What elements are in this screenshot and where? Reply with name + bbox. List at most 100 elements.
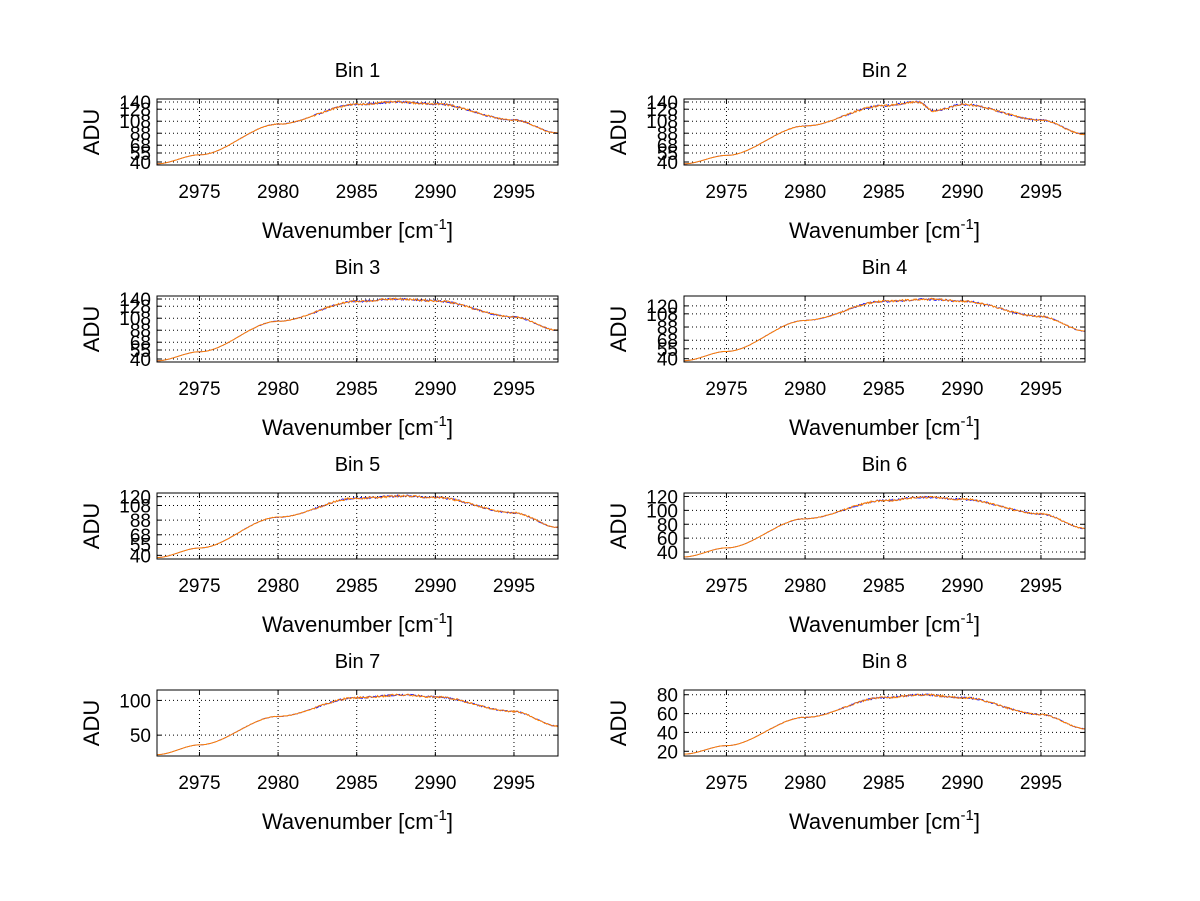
x-tick-label: 2995 — [493, 576, 535, 597]
x-axis-label: Wavenumber [cm-1] — [789, 413, 980, 440]
y-tick-label: 40 — [657, 723, 678, 744]
series-line-2 — [157, 297, 559, 362]
plot-frame — [683, 98, 1086, 166]
x-tick-label: 2990 — [414, 379, 456, 400]
x-tick-label: 2975 — [178, 773, 220, 794]
y-tick-label: 55 — [130, 341, 151, 362]
y-tick-label: 55 — [130, 144, 151, 165]
y-tick-label: 88 — [130, 321, 151, 342]
y-tick-label: 128 — [646, 100, 678, 121]
x-tick-label: 2990 — [941, 379, 983, 400]
series-line-2 — [684, 100, 1086, 165]
x-tick-label: 2985 — [336, 182, 378, 203]
y-tick-label: 60 — [657, 705, 678, 726]
x-tick-label: 2985 — [336, 576, 378, 597]
series-line-1 — [684, 693, 1086, 755]
y-tick-label: 88 — [657, 318, 678, 339]
y-tick-label: 40 — [657, 543, 678, 564]
y-tick-label: 140 — [646, 93, 678, 114]
x-axis-label-main: Wavenumber [cm — [262, 218, 434, 243]
y-axis-label: ADU — [606, 109, 631, 155]
x-axis-label-superscript: -1 — [961, 413, 974, 430]
y-tick-label: 80 — [657, 686, 678, 707]
x-tick-label: 2985 — [863, 773, 905, 794]
x-tick-label: 2995 — [493, 379, 535, 400]
y-tick-label: 108 — [646, 305, 678, 326]
y-axis-label: ADU — [79, 503, 104, 549]
x-tick-label: 2995 — [493, 182, 535, 203]
subplot-bin-3: Bin 3 2975 2980 2985 2990 2995 405568881081281… — [79, 257, 559, 440]
x-tick-label: 2980 — [257, 182, 299, 203]
x-axis-label-end: ] — [447, 612, 453, 637]
series-line-1 — [157, 100, 559, 165]
series-line-2 — [157, 693, 559, 756]
x-tick-label: 2975 — [178, 379, 220, 400]
x-axis-label-main: Wavenumber [cm — [789, 415, 961, 440]
x-tick-label: 2990 — [414, 773, 456, 794]
y-tick-label: 80 — [657, 515, 678, 536]
y-tick-label: 40 — [657, 350, 678, 371]
y-tick-label: 40 — [130, 350, 151, 371]
x-tick-label: 2995 — [1020, 379, 1062, 400]
y-tick-label: 140 — [119, 290, 151, 311]
subplot-bin-1: Bin 1 2975 2980 2985 2990 2995 405568881081281… — [79, 60, 559, 243]
subplot-title: Bin 2 — [862, 60, 908, 82]
x-tick-label: 2990 — [941, 773, 983, 794]
x-axis-label: Wavenumber [cm-1] — [262, 413, 453, 440]
y-tick-label: 88 — [130, 124, 151, 145]
series-line-2 — [684, 693, 1086, 755]
y-tick-label: 55 — [130, 535, 151, 556]
x-axis-label-main: Wavenumber [cm — [262, 612, 434, 637]
series-line-2 — [684, 297, 1086, 362]
subplot-title: Bin 3 — [335, 257, 381, 279]
series-line-2 — [157, 100, 559, 165]
x-tick-label: 2980 — [257, 773, 299, 794]
x-tick-label: 2990 — [941, 576, 983, 597]
series-line-1 — [157, 297, 558, 362]
x-tick-label: 2990 — [414, 182, 456, 203]
x-tick-label: 2975 — [705, 773, 747, 794]
x-tick-label: 2980 — [257, 576, 299, 597]
x-axis-label-main: Wavenumber [cm — [789, 612, 961, 637]
y-tick-label: 88 — [130, 511, 151, 532]
x-tick-label: 2985 — [863, 182, 905, 203]
x-tick-label: 2985 — [336, 379, 378, 400]
series-line-1 — [157, 693, 559, 755]
subplot-title: Bin 6 — [862, 454, 908, 476]
x-axis-label-superscript: -1 — [434, 610, 447, 627]
plot-frame — [156, 689, 559, 757]
x-tick-label: 2975 — [178, 576, 220, 597]
plot-frame — [156, 492, 559, 560]
y-tick-label: 50 — [130, 726, 151, 747]
x-axis-label: Wavenumber [cm-1] — [789, 216, 980, 243]
x-axis-label-end: ] — [974, 218, 980, 243]
x-tick-label: 2995 — [493, 773, 535, 794]
x-axis-label-end: ] — [447, 809, 453, 834]
y-tick-label: 60 — [657, 529, 678, 550]
subplot-title: Bin 7 — [335, 651, 381, 673]
y-tick-label: 55 — [657, 144, 678, 165]
y-tick-label: 108 — [119, 112, 151, 133]
y-tick-label: 120 — [119, 488, 151, 509]
x-axis-label-superscript: -1 — [961, 807, 974, 824]
x-axis-label: Wavenumber [cm-1] — [789, 807, 980, 834]
subplot-bin-2: Bin 2 2975 2980 2985 2990 2995 405568881081281… — [606, 60, 1086, 243]
x-axis-label-end: ] — [447, 218, 453, 243]
x-tick-label: 2995 — [1020, 576, 1062, 597]
y-tick-label: 128 — [119, 100, 151, 121]
x-axis-label-main: Wavenumber [cm — [789, 218, 961, 243]
x-axis-label: Wavenumber [cm-1] — [262, 216, 453, 243]
x-axis-label: Wavenumber [cm-1] — [789, 610, 980, 637]
subplot-title: Bin 8 — [862, 651, 908, 673]
y-tick-label: 120 — [646, 487, 678, 508]
series-line-2 — [684, 495, 1086, 558]
series-line-1 — [684, 297, 1086, 362]
y-tick-label: 128 — [119, 297, 151, 318]
x-tick-label: 2990 — [414, 576, 456, 597]
x-tick-label: 2975 — [705, 379, 747, 400]
subplot-title: Bin 5 — [335, 454, 381, 476]
y-tick-label: 20 — [657, 742, 678, 763]
